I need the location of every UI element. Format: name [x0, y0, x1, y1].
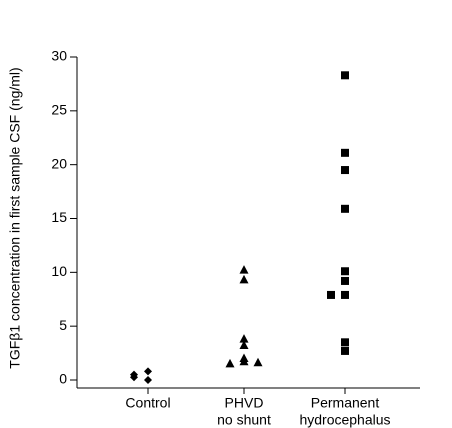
point — [144, 367, 152, 376]
point — [327, 290, 335, 299]
point — [253, 357, 263, 367]
point — [341, 338, 349, 347]
point — [341, 204, 349, 213]
y-tick-label: 0 — [59, 371, 67, 387]
point — [239, 265, 249, 274]
point — [239, 274, 249, 284]
y-tick-label: 20 — [51, 155, 67, 171]
point — [341, 276, 349, 285]
point — [225, 358, 235, 368]
point — [341, 290, 349, 299]
point — [144, 376, 152, 384]
x-tick-label: PHVD — [225, 395, 264, 411]
y-tick-label: 10 — [51, 263, 67, 279]
point — [341, 166, 349, 175]
point — [239, 340, 249, 350]
point — [239, 334, 249, 343]
y-tick-label: 5 — [59, 317, 67, 333]
x-tick-label: no shunt — [217, 412, 271, 428]
x-tick-label: Permanent — [311, 395, 380, 411]
y-axis-label: TGFβ1 concentration in first sample CSF … — [7, 67, 23, 368]
point — [130, 370, 138, 379]
x-tick-label: hydrocephalus — [299, 412, 390, 428]
y-tick-label: 30 — [51, 48, 67, 64]
point — [341, 267, 349, 276]
point — [341, 71, 349, 80]
x-tick-label: Control — [125, 395, 170, 411]
point — [341, 148, 349, 157]
point — [239, 356, 249, 366]
point — [341, 346, 349, 355]
y-tick-label: 25 — [51, 102, 67, 118]
y-tick-label: 15 — [51, 209, 67, 225]
